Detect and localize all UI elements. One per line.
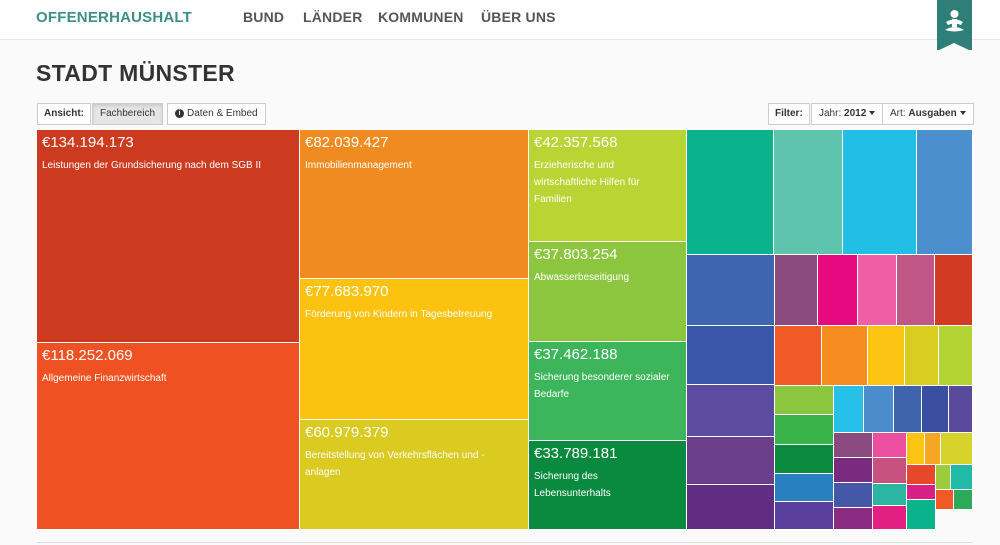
treemap-cell-small[interactable] <box>834 458 873 483</box>
treemap-cell-small[interactable] <box>922 386 949 433</box>
treemap-cell-small[interactable] <box>687 255 775 326</box>
info-icon: i <box>175 108 184 118</box>
treemap-cell-small[interactable] <box>834 386 864 433</box>
treemap-cell-finanzwirtschaft[interactable]: €118.252.069 Allgemeine Finanzwirtschaft <box>37 343 300 530</box>
treemap-cell-small[interactable] <box>775 474 834 502</box>
jahr-dropdown[interactable]: Jahr: 2012 <box>811 103 884 125</box>
treemap-cell-small[interactable] <box>818 255 858 326</box>
treemap-cell-small[interactable] <box>936 490 954 510</box>
jahr-label: Jahr: <box>819 108 842 119</box>
cell-label: Sicherung des Lebensunterhalts <box>534 471 611 499</box>
treemap-cell-small[interactable] <box>775 255 818 326</box>
treemap-cell-small[interactable] <box>917 130 973 255</box>
cell-label: Immobilienmanagement <box>305 160 412 171</box>
daten-embed-label: Daten & Embed <box>187 108 258 119</box>
treemap-cell-small[interactable] <box>687 326 775 385</box>
treemap-cell-soziale-bedarfe[interactable]: €37.462.188 Sicherung besonderer soziale… <box>529 342 687 441</box>
nav-item-ueber-uns[interactable]: ÜBER UNS <box>481 9 556 25</box>
treemap-cell-immobilienmanagement[interactable]: €82.039.427 Immobilienmanagement <box>300 130 529 279</box>
treemap-cell-hilfen-familien[interactable]: €42.357.568 Erzieherische und wirtschaft… <box>529 130 687 242</box>
treemap-cell-abwasserbeseitigung[interactable]: €37.803.254 Abwasserbeseitigung <box>529 242 687 342</box>
treemap-cell-small[interactable] <box>949 386 973 433</box>
treemap-cell-small[interactable] <box>907 485 936 500</box>
treemap-cell-small[interactable] <box>907 500 936 530</box>
treemap-cell-small[interactable] <box>868 326 905 386</box>
treemap-cell-small[interactable] <box>905 326 939 386</box>
treemap-cell-small[interactable] <box>936 465 951 490</box>
cell-amount: €33.789.181 <box>534 445 618 462</box>
jahr-value: 2012 <box>844 108 867 119</box>
treemap-cell-small[interactable] <box>775 326 822 386</box>
cell-amount: €134.194.173 <box>42 134 134 151</box>
nav-item-laender[interactable]: LÄNDER <box>303 9 363 25</box>
treemap-cell-small[interactable] <box>897 255 935 326</box>
treemap-cell-small[interactable] <box>687 437 775 485</box>
treemap-cell-lebensunterhalt[interactable]: €33.789.181 Sicherung des Lebensunterhal… <box>529 441 687 530</box>
cell-amount: €60.979.379 <box>305 424 389 441</box>
treemap-cell-verkehrsflaechen[interactable]: €60.979.379 Bereitstellung von Verkehrsf… <box>300 420 529 530</box>
cell-amount: €42.357.568 <box>534 134 618 151</box>
treemap-cell-small[interactable] <box>873 484 907 506</box>
cell-label: Erzieherische und wirtschaftliche Hilfen… <box>534 160 640 205</box>
treemap-cell-small[interactable] <box>775 445 834 474</box>
page-title: STADT MÜNSTER <box>36 60 235 86</box>
top-navbar: OFFENERHAUSHALT BUND LÄNDER KOMMUNEN ÜBE… <box>0 0 1000 51</box>
chevron-down-icon <box>959 111 966 116</box>
treemap-cell-small[interactable] <box>864 386 894 433</box>
treemap-cell-small[interactable] <box>894 386 922 433</box>
chevron-down-icon <box>869 111 876 116</box>
nav-item-bund[interactable]: BUND <box>243 9 285 25</box>
cell-amount: €37.803.254 <box>534 246 618 263</box>
treemap-cell-small[interactable] <box>775 415 834 445</box>
treemap-cell-small[interactable] <box>941 433 973 465</box>
art-value: Ausgaben <box>908 108 957 119</box>
treemap-cell-small[interactable] <box>954 490 973 510</box>
cell-amount: €82.039.427 <box>305 134 389 151</box>
cell-label: Bereitstellung von Verkehrsflächen und -… <box>305 450 485 478</box>
cell-label: Sicherung besonderer sozialer Bedarfe <box>534 372 670 400</box>
treemap-cell-small[interactable] <box>775 502 834 530</box>
cell-amount: €118.252.069 <box>42 347 133 364</box>
treemap-cell-small[interactable] <box>935 255 973 326</box>
treemap-cell-small[interactable] <box>834 508 873 530</box>
cell-amount: €77.683.970 <box>305 283 389 300</box>
treemap-cell-kinder-tagesbetreuung[interactable]: €77.683.970 Förderung von Kindern in Tag… <box>300 279 529 420</box>
fachbereich-button[interactable]: Fachbereich <box>92 103 164 125</box>
treemap-cell-small[interactable] <box>774 130 843 255</box>
ribbon-logo[interactable] <box>937 0 972 51</box>
treemap-cell-small[interactable] <box>873 433 907 458</box>
treemap-cell-small[interactable] <box>687 485 775 530</box>
treemap-cell-small[interactable] <box>775 386 834 415</box>
treemap-cell-small[interactable] <box>687 130 774 255</box>
treemap-cell-small[interactable] <box>822 326 868 386</box>
daten-embed-button[interactable]: i Daten & Embed <box>167 103 266 125</box>
treemap-cell-small[interactable] <box>907 433 925 465</box>
bottom-divider <box>37 542 973 543</box>
treemap-cell-small[interactable] <box>951 465 973 490</box>
nav-item-kommunen[interactable]: KOMMUNEN <box>378 9 464 25</box>
treemap-cell-small[interactable] <box>939 326 973 386</box>
cell-label: Allgemeine Finanzwirtschaft <box>42 373 167 384</box>
budget-treemap: €134.194.173 Leistungen der Grundsicheru… <box>37 130 973 530</box>
brand-logo-text[interactable]: OFFENERHAUSHALT <box>36 9 193 26</box>
art-dropdown[interactable]: Art: Ausgaben <box>882 103 974 125</box>
treemap-cell-small[interactable] <box>834 483 873 508</box>
treemap-cell-small[interactable] <box>873 458 907 484</box>
treemap-cell-small[interactable] <box>834 433 873 458</box>
treemap-cell-small[interactable] <box>687 385 775 437</box>
cell-label: Abwasserbeseitigung <box>534 272 630 283</box>
meditating-figure-icon <box>945 10 964 32</box>
treemap-cell-small[interactable] <box>907 465 936 485</box>
treemap-cell-small[interactable] <box>843 130 917 255</box>
cell-label: Förderung von Kindern in Tagesbetreuung <box>305 309 493 320</box>
treemap-cell-small[interactable] <box>925 433 941 465</box>
ansicht-label: Ansicht: <box>37 103 91 125</box>
cell-amount: €37.462.188 <box>534 346 618 363</box>
cell-label: Leistungen der Grundsicherung nach dem S… <box>42 160 262 171</box>
filter-label: Filter: <box>768 103 810 125</box>
art-label: Art: <box>890 108 906 119</box>
treemap-cell-small[interactable] <box>873 506 907 530</box>
treemap-cell-small[interactable] <box>858 255 897 326</box>
treemap-cell-grundsicherung[interactable]: €134.194.173 Leistungen der Grundsicheru… <box>37 130 300 343</box>
